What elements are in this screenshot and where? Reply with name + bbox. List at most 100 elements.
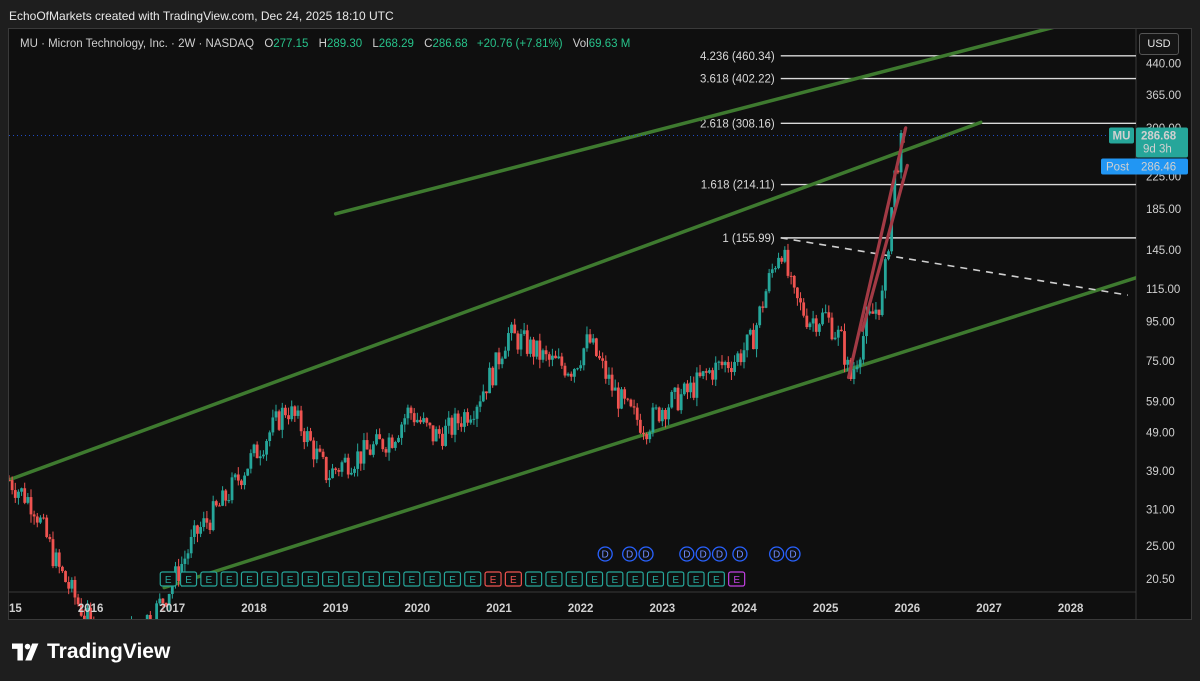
candle-body (704, 371, 708, 373)
earnings-marker[interactable] (240, 571, 259, 587)
candle-body (610, 374, 614, 391)
earnings-marker[interactable] (200, 571, 218, 587)
earnings-marker[interactable] (281, 571, 299, 587)
candle-body (730, 368, 733, 373)
candle-body (821, 312, 824, 325)
candle-body (808, 323, 812, 328)
earnings-marker[interactable] (322, 571, 340, 587)
candle-body (164, 602, 168, 606)
candle-body (249, 453, 253, 469)
chart-frame[interactable]: 1 (155.99) 1.618 (214.11) 2.618 (308.16) 3.… (8, 28, 1192, 620)
earnings-marker[interactable] (525, 571, 543, 587)
post-market-badge[interactable] (1101, 158, 1188, 175)
candle-body (26, 497, 30, 503)
dividend-marker[interactable] (732, 546, 748, 562)
price-axis-tick: 95.00 (1146, 316, 1175, 328)
earnings-marker[interactable] (606, 571, 624, 587)
legend-high: 289.30 (326, 38, 363, 50)
price-axis-tick: 75.00 (1146, 356, 1175, 368)
wedge-lower-line[interactable] (860, 163, 909, 332)
candle-body (843, 331, 846, 365)
candle-body (158, 598, 162, 604)
candle-body (67, 582, 71, 589)
earnings-marker[interactable] (342, 571, 360, 587)
candle-body (817, 324, 821, 332)
candle-body (324, 456, 328, 481)
dividend-marker[interactable] (638, 546, 654, 562)
candle-body (585, 334, 589, 349)
channel-upper-line[interactable] (9, 120, 983, 482)
candle-body (579, 365, 583, 369)
candle-body (315, 448, 319, 460)
candle-body (400, 424, 404, 438)
candle-body (799, 298, 802, 303)
earnings-marker[interactable] (707, 571, 725, 587)
dividend-marker-label: D (789, 550, 796, 561)
candle-body (638, 419, 642, 433)
earnings-marker-label: E (571, 575, 578, 586)
dividend-marker[interactable] (695, 546, 711, 562)
dividend-marker[interactable] (785, 546, 801, 562)
candle-body (789, 275, 793, 277)
candle-body (673, 387, 677, 392)
earnings-marker[interactable] (626, 571, 644, 587)
earnings-marker[interactable] (159, 571, 177, 587)
earnings-marker[interactable] (585, 571, 604, 587)
earnings-marker[interactable] (565, 571, 583, 587)
earnings-marker[interactable] (403, 571, 421, 587)
candle-body (698, 372, 702, 377)
candle-body (89, 607, 93, 619)
earnings-marker[interactable] (261, 571, 279, 587)
candle-body (199, 527, 203, 534)
earnings-marker[interactable] (423, 571, 441, 587)
last-price-badge[interactable] (1136, 127, 1188, 158)
earnings-marker[interactable] (382, 571, 401, 587)
dashed-trend-line[interactable] (780, 237, 1128, 296)
earnings-marker[interactable] (362, 571, 380, 587)
earnings-marker[interactable] (484, 571, 502, 587)
dividend-marker[interactable] (622, 546, 638, 562)
earnings-marker[interactable] (301, 571, 319, 587)
earnings-marker[interactable] (646, 571, 665, 587)
dividend-marker[interactable] (769, 546, 785, 562)
earnings-marker[interactable] (464, 571, 482, 587)
earnings-marker[interactable] (687, 571, 705, 587)
candle-body (733, 362, 736, 373)
tradingview-icon (12, 643, 39, 661)
legend-symbol[interactable]: MU · Micron Technology, Inc. · 2W · NASD… (20, 38, 255, 50)
dividend-marker[interactable] (679, 546, 695, 562)
candle-body (437, 429, 441, 434)
earnings-marker-label: E (672, 575, 679, 586)
earnings-marker-label: E (652, 575, 659, 586)
candle-body (39, 517, 42, 523)
earnings-marker[interactable] (504, 571, 522, 587)
candle-body (161, 598, 165, 603)
earnings-marker[interactable] (220, 571, 238, 587)
dividend-marker[interactable] (597, 546, 613, 562)
channel-outer-line[interactable] (333, 29, 1071, 216)
wedge-upper-line[interactable] (846, 126, 908, 380)
candle-body (431, 425, 435, 442)
earnings-marker-label: E (327, 575, 334, 586)
candle-body (368, 449, 372, 455)
earnings-marker[interactable] (545, 571, 563, 587)
earnings-marker[interactable] (667, 571, 685, 587)
candle-body (167, 593, 171, 606)
candle-body (218, 505, 221, 507)
dividend-marker-label: D (642, 550, 649, 561)
time-axis-label: 2022 (568, 603, 594, 615)
candle-body (450, 417, 454, 435)
tradingview-logo[interactable]: TradingView (12, 640, 170, 664)
candle-body (378, 434, 382, 440)
earnings-marker[interactable] (179, 571, 198, 587)
dividend-marker-label: D (700, 550, 707, 561)
candle-body (390, 437, 394, 448)
currency-button[interactable]: USD (1139, 33, 1179, 55)
earnings-marker[interactable] (728, 571, 746, 587)
price-chart[interactable]: 1 (155.99) 1.618 (214.11) 2.618 (308.16) 3.… (9, 29, 1191, 619)
dividend-marker[interactable] (711, 546, 728, 562)
candle-body (57, 552, 61, 567)
earnings-marker[interactable] (443, 571, 462, 587)
candle-body (353, 468, 356, 473)
symbol-badge[interactable] (1109, 127, 1134, 144)
